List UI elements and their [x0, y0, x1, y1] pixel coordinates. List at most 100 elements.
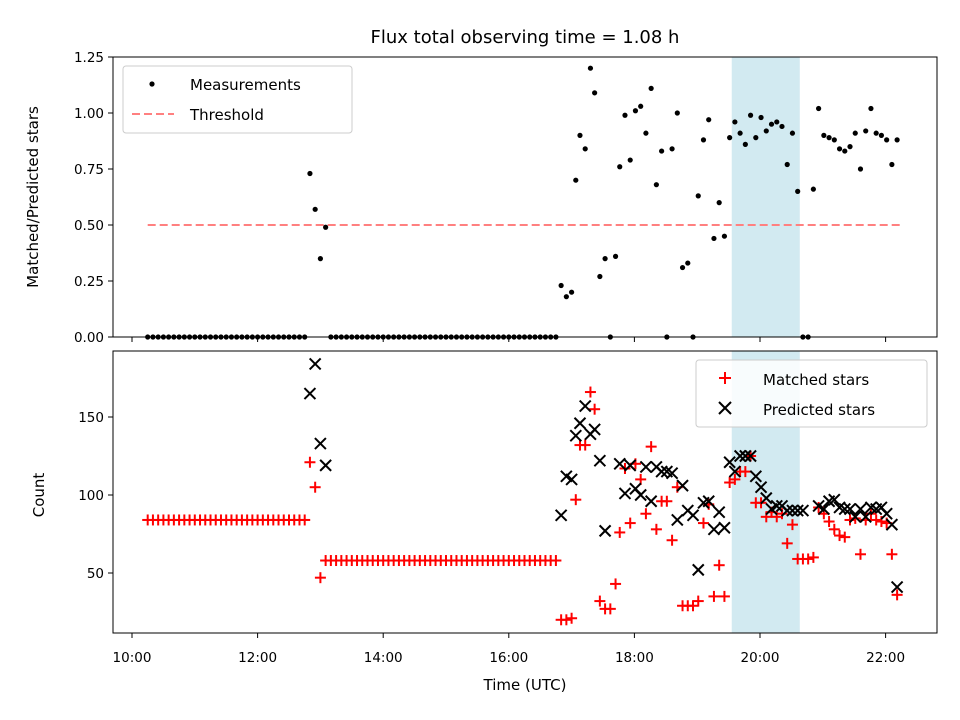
matched-star-point	[666, 534, 678, 546]
matched-star-point	[729, 473, 741, 485]
top-y-tick-label: 0.50	[74, 218, 104, 234]
predicted-star-point	[565, 473, 578, 486]
predicted-star-point	[593, 454, 607, 467]
matched-star-point	[610, 578, 622, 590]
measurement-point	[795, 188, 801, 194]
predicted-star-point	[739, 449, 752, 463]
predicted-star-point	[578, 399, 592, 413]
top-y-tick-label: 1.00	[74, 106, 104, 122]
top-y-tick-label: 0.75	[74, 162, 104, 178]
measurement-point	[558, 282, 564, 289]
legend-threshold-label: Threshold	[189, 106, 264, 124]
measurement-point	[884, 137, 890, 143]
predicted-star-point	[618, 487, 632, 500]
measurement-point	[312, 206, 318, 212]
predicted-star-point	[733, 449, 747, 463]
predicted-star-point	[712, 505, 726, 519]
matched-star-point	[687, 600, 699, 612]
measurement-point	[592, 90, 598, 96]
measurement-point	[563, 294, 569, 300]
measurement-point	[711, 235, 717, 242]
matched-star-point	[781, 537, 793, 549]
matched-star-point	[828, 523, 840, 535]
measurement-point	[774, 119, 780, 125]
measurement-point	[836, 146, 843, 152]
matched-star-point	[304, 456, 316, 468]
measurement-point	[323, 224, 329, 230]
measurement-point	[768, 121, 775, 127]
predicted-star-point	[817, 502, 831, 516]
matched-star-point	[807, 551, 819, 563]
legend-matched-label: Matched stars	[763, 371, 869, 389]
matched-star-point	[650, 523, 662, 535]
matched-star-point	[640, 508, 652, 520]
predicted-star-point	[781, 504, 794, 517]
measurement-point	[873, 130, 879, 136]
matched-star-point	[718, 590, 730, 602]
measurement-point	[648, 85, 654, 91]
bottom-plot-frame	[112, 350, 938, 634]
measurement-point	[742, 141, 748, 147]
measurement-point	[779, 123, 785, 130]
measurement-point	[816, 105, 822, 112]
predicted-star-point	[624, 459, 637, 472]
predicted-star-point	[676, 479, 689, 492]
measurement-point	[573, 177, 579, 183]
matched-star-point	[299, 514, 311, 526]
predicted-star-point	[644, 495, 658, 508]
measurement-point	[632, 108, 639, 114]
predicted-star-point	[786, 504, 799, 517]
measurement-point	[878, 132, 885, 138]
measurement-point	[587, 65, 594, 71]
predicted-star-point	[770, 499, 783, 513]
measurement-point	[627, 157, 633, 163]
measurement-point	[674, 110, 680, 116]
measurement-point	[617, 164, 623, 170]
predicted-star-point	[859, 510, 872, 524]
predicted-star-point	[702, 495, 715, 508]
predicted-star-point	[749, 470, 763, 483]
measurement-point	[763, 128, 769, 134]
x-tick-label: 22:00	[866, 650, 905, 666]
matched-star-point	[786, 519, 798, 531]
measurement-point	[577, 132, 583, 138]
measurement-point	[852, 130, 858, 136]
measurement-point	[826, 135, 832, 141]
matched-star-point	[854, 548, 866, 560]
x-tick-label: 10:00	[113, 650, 152, 666]
predicted-star-point	[314, 437, 327, 450]
measurement-point	[810, 186, 816, 192]
measurement-point	[602, 256, 608, 262]
x-tick-label: 18:00	[615, 650, 654, 666]
measurement-point	[685, 260, 691, 266]
bottom-panel: 50 100 150 10:00 12:00 14:00 16:00 18:00 20:00 2…	[30, 350, 938, 694]
matched-star-point	[739, 466, 751, 478]
matched-star-point	[870, 514, 882, 526]
measurement-point	[721, 233, 728, 239]
measurement-point	[695, 193, 701, 199]
measurement-point	[612, 253, 619, 259]
measurement-point	[679, 264, 686, 271]
matched-star-point	[579, 439, 591, 451]
measurement-point	[597, 273, 603, 280]
measurement-point	[706, 117, 712, 123]
measurement-point	[889, 161, 895, 168]
predicted-star-point	[569, 429, 582, 442]
measurement-point	[894, 137, 900, 143]
predicted-star-point	[828, 493, 841, 506]
predicted-star-point	[573, 417, 587, 430]
matched-star-point	[584, 386, 596, 398]
x-axis-label: Time (UTC)	[483, 676, 567, 694]
matched-star-point	[823, 516, 835, 528]
matched-star-point	[692, 595, 704, 607]
measurement-point	[831, 137, 837, 143]
measurement-point	[317, 256, 323, 262]
matched-star-point	[697, 517, 709, 529]
measurement-point	[863, 128, 869, 134]
predicted-star-point	[319, 459, 332, 472]
matched-star-point	[886, 548, 898, 560]
matched-star-point	[614, 526, 626, 538]
legend-predicted-marker	[718, 401, 732, 415]
x-tick-label: 12:00	[238, 650, 277, 666]
